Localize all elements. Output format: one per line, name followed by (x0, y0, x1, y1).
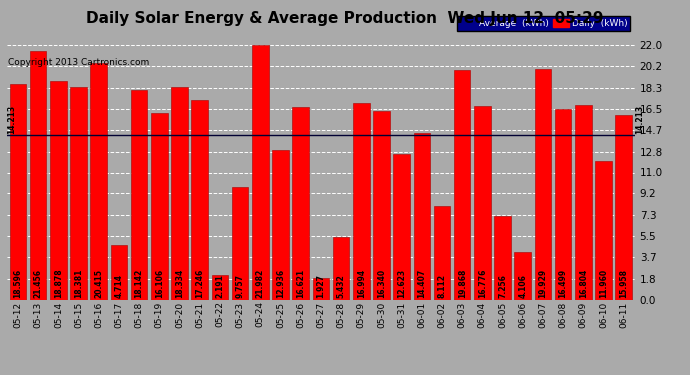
Bar (333, 237, 349, 300)
Bar (293, 107, 309, 300)
Bar (615, 115, 632, 300)
Text: 14.213: 14.213 (635, 105, 644, 134)
Text: 18.381: 18.381 (74, 269, 83, 298)
Text: 16.340: 16.340 (377, 269, 386, 298)
Bar (191, 100, 208, 300)
Bar (313, 278, 329, 300)
Bar (151, 113, 168, 300)
Bar (90, 63, 107, 300)
Bar (272, 150, 288, 300)
Text: 18.142: 18.142 (135, 269, 144, 298)
Text: 17.246: 17.246 (195, 269, 204, 298)
Text: 21.982: 21.982 (256, 269, 265, 298)
Text: 16.804: 16.804 (579, 269, 588, 298)
Text: 9.757: 9.757 (235, 274, 244, 298)
Bar (131, 90, 148, 300)
Text: 19.868: 19.868 (457, 269, 466, 298)
Bar (373, 111, 390, 300)
Bar (393, 154, 410, 300)
Bar (474, 105, 491, 300)
Text: 16.621: 16.621 (296, 269, 305, 298)
Text: 5.432: 5.432 (337, 274, 346, 298)
Text: 11.960: 11.960 (599, 269, 608, 298)
Bar (535, 69, 551, 300)
Text: 18.596: 18.596 (14, 269, 23, 298)
Bar (515, 252, 531, 300)
Bar (50, 81, 67, 300)
Bar (212, 274, 228, 300)
Legend: Average  (kWh), Daily  (kWh): Average (kWh), Daily (kWh) (457, 16, 630, 31)
Bar (252, 45, 268, 300)
Bar (171, 87, 188, 300)
Bar (30, 51, 46, 300)
Bar (555, 109, 571, 300)
Text: 15.958: 15.958 (619, 269, 628, 298)
Bar (110, 245, 127, 300)
Text: 16.106: 16.106 (155, 269, 164, 298)
Text: 14.213: 14.213 (7, 105, 16, 134)
Text: 16.499: 16.499 (559, 269, 568, 298)
Bar (70, 87, 87, 300)
Text: 14.407: 14.407 (417, 269, 426, 298)
Text: 21.456: 21.456 (34, 269, 43, 298)
Bar (232, 187, 248, 300)
Text: 8.112: 8.112 (437, 274, 446, 298)
Bar (494, 216, 511, 300)
Bar (575, 105, 591, 300)
Text: 19.929: 19.929 (538, 269, 547, 298)
Text: 4.714: 4.714 (115, 274, 124, 298)
Text: 2.191: 2.191 (215, 274, 224, 298)
Bar (413, 133, 430, 300)
Text: 16.994: 16.994 (357, 269, 366, 298)
Text: 4.106: 4.106 (518, 274, 527, 298)
Text: 12.936: 12.936 (276, 269, 285, 298)
Text: Copyright 2013 Cartronics.com: Copyright 2013 Cartronics.com (8, 58, 149, 67)
Text: 12.623: 12.623 (397, 269, 406, 298)
Bar (353, 103, 370, 300)
Bar (595, 161, 612, 300)
Text: 1.927: 1.927 (316, 274, 326, 298)
Text: 7.256: 7.256 (498, 274, 507, 298)
Text: Daily Solar Energy & Average Production  Wed Jun 12  05:29: Daily Solar Energy & Average Production … (86, 11, 604, 26)
Text: 16.776: 16.776 (478, 269, 487, 298)
Bar (10, 84, 26, 300)
Text: 18.878: 18.878 (54, 268, 63, 298)
Bar (454, 70, 471, 300)
Text: 18.334: 18.334 (175, 269, 184, 298)
Text: 20.415: 20.415 (95, 269, 103, 298)
Bar (434, 206, 451, 300)
